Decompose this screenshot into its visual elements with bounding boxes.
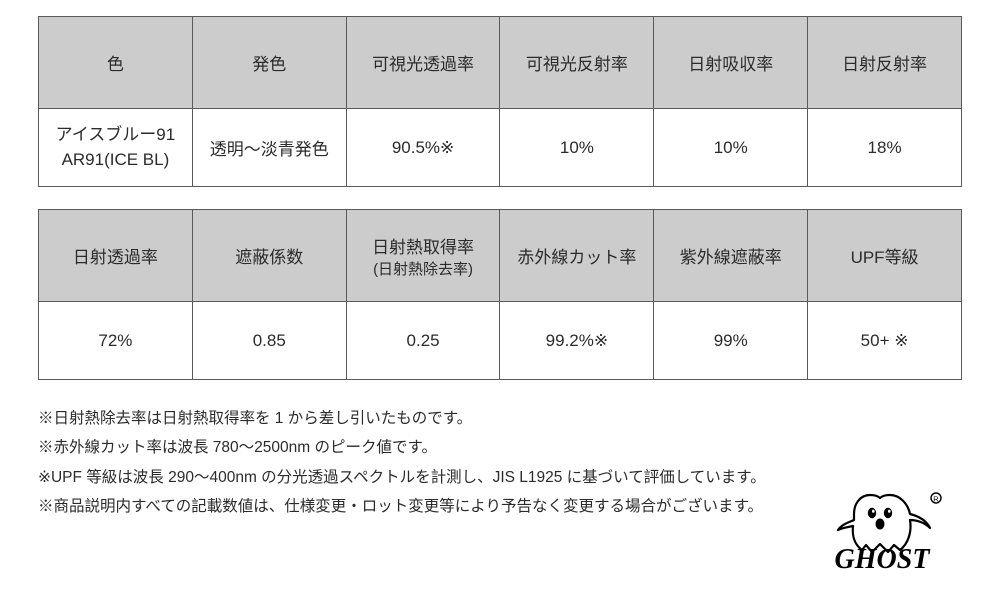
header-color: 色 [39,17,193,109]
header-solar-refl: 日射反射率 [808,17,962,109]
table-row: 日射透過率 遮蔽係数 日射熱取得率 (日射熱除去率) 赤外線カット率 紫外線遮蔽… [39,210,962,302]
header-vlr: 可視光反射率 [500,17,654,109]
header-upf: UPF等級 [808,210,962,302]
header-solar-abs: 日射吸収率 [654,17,808,109]
cell-uv-block: 99% [654,302,808,380]
header-vlt: 可視光透過率 [346,17,500,109]
footnote-4: ※商品説明内すべての記載数値は、仕様変更・ロット変更等により予告なく変更する場合… [38,492,962,521]
cell-solar-refl: 18% [808,109,962,187]
table-row: アイスブルー91 AR91(ICE BL) 透明～淡青発色 90.5%※ 10%… [39,109,962,187]
header-solar-trans: 日射透過率 [39,210,193,302]
product-name-line1: アイスブルー91 [56,125,176,144]
ghost-logo-svg: R GHOST [832,480,972,572]
spec-table-1: 色 発色 可視光透過率 可視光反射率 日射吸収率 日射反射率 アイスブルー91 … [38,16,962,187]
cell-ir-cut: 99.2%※ [500,302,654,380]
spec-table-2: 日射透過率 遮蔽係数 日射熱取得率 (日射熱除去率) 赤外線カット率 紫外線遮蔽… [38,209,962,380]
footnote-2: ※赤外線カット率は波長 780～2500nm のピーク値です。 [38,433,962,462]
cell-solar-trans: 72% [39,302,193,380]
cell-shading-coef: 0.85 [192,302,346,380]
product-name-line2: AR91(ICE BL) [62,150,170,169]
header-uv-block: 紫外線遮蔽率 [654,210,808,302]
cell-vlr: 10% [500,109,654,187]
footnote-3: ※UPF 等級は波長 290～400nm の分光透過スペクトルを計測し、JIS … [38,463,962,492]
cell-shgc: 0.25 [346,302,500,380]
footnotes: ※日射熱除去率は日射熱取得率を 1 から差し引いたものです。 ※赤外線カット率は… [38,404,962,522]
header-ir-cut: 赤外線カット率 [500,210,654,302]
cell-upf: 50+ ※ [808,302,962,380]
svg-text:R: R [933,495,939,504]
header-shgc-main: 日射熱取得率 [372,238,474,257]
table-row: 色 発色 可視光透過率 可視光反射率 日射吸収率 日射反射率 [39,17,962,109]
cell-tint: 透明～淡青発色 [192,109,346,187]
logo-text: GHOST [835,544,932,572]
header-shading-coef: 遮蔽係数 [192,210,346,302]
cell-solar-abs: 10% [654,109,808,187]
header-tint: 発色 [192,17,346,109]
ghost-logo: R GHOST [832,480,972,572]
footnote-1: ※日射熱除去率は日射熱取得率を 1 から差し引いたものです。 [38,404,962,433]
cell-product-name: アイスブルー91 AR91(ICE BL) [39,109,193,187]
header-shgc: 日射熱取得率 (日射熱除去率) [346,210,500,302]
header-shgc-sub: (日射熱除去率) [353,258,494,279]
cell-vlt: 90.5%※ [346,109,500,187]
table-row: 72% 0.85 0.25 99.2%※ 99% 50+ ※ [39,302,962,380]
